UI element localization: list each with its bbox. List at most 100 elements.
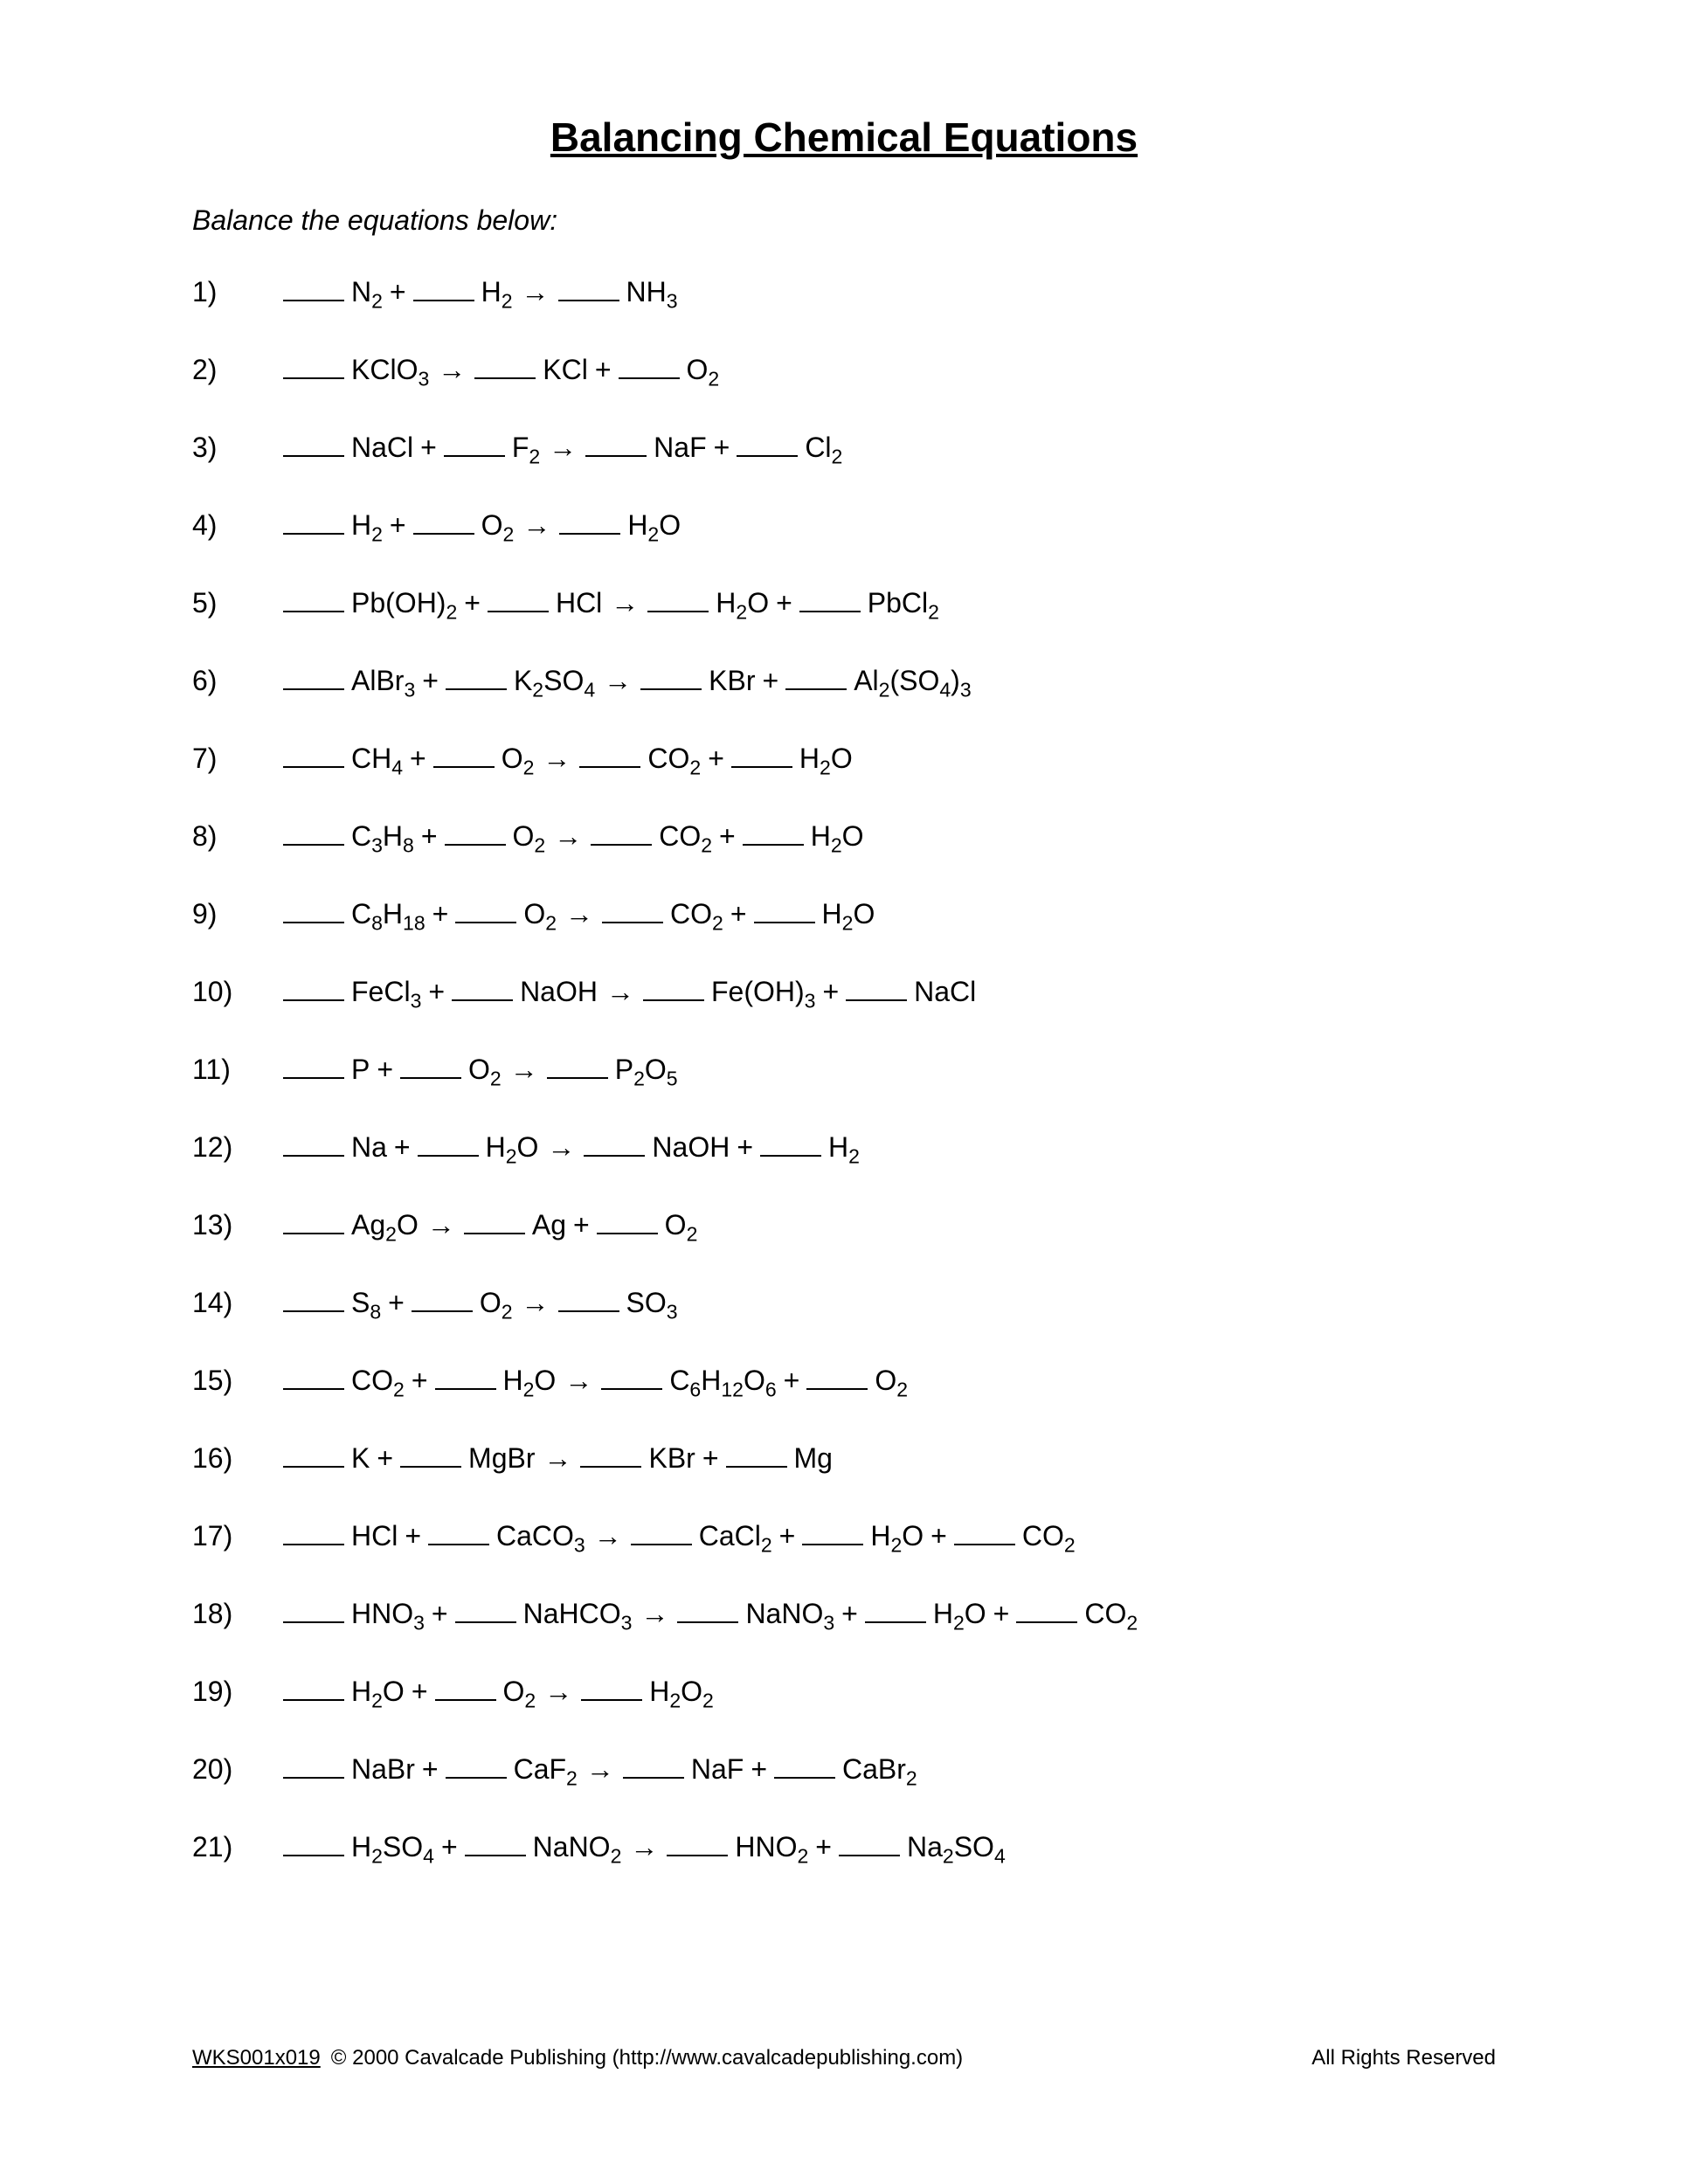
coefficient-blank[interactable] bbox=[283, 894, 344, 923]
species: HNO2 bbox=[735, 1831, 808, 1863]
coefficient-blank[interactable] bbox=[283, 1438, 344, 1468]
coefficient-blank[interactable] bbox=[474, 349, 536, 379]
coefficient-blank[interactable] bbox=[558, 272, 619, 301]
coefficient-blank[interactable] bbox=[283, 349, 344, 379]
reaction-arrow-icon: → bbox=[427, 1209, 455, 1241]
coefficient-blank[interactable] bbox=[464, 1205, 525, 1234]
coefficient-blank[interactable] bbox=[726, 1438, 787, 1468]
coefficient-blank[interactable] bbox=[283, 1127, 344, 1157]
coefficient-blank[interactable] bbox=[283, 1049, 344, 1079]
coefficient-blank[interactable] bbox=[283, 427, 344, 457]
coefficient-blank[interactable] bbox=[623, 1749, 684, 1779]
coefficient-blank[interactable] bbox=[412, 1282, 473, 1312]
coefficient-blank[interactable] bbox=[558, 1282, 619, 1312]
coefficient-blank[interactable] bbox=[580, 1438, 641, 1468]
coefficient-blank[interactable] bbox=[579, 738, 640, 768]
coefficient-blank[interactable] bbox=[601, 1360, 662, 1390]
coefficient-blank[interactable] bbox=[428, 1516, 489, 1545]
coefficient-blank[interactable] bbox=[737, 427, 798, 457]
coefficient-blank[interactable] bbox=[839, 1827, 900, 1856]
coefficient-blank[interactable] bbox=[283, 1671, 344, 1701]
coefficient-blank[interactable] bbox=[444, 427, 505, 457]
coefficient-blank[interactable] bbox=[413, 505, 474, 535]
worksheet-page: Balancing Chemical Equations Balance the… bbox=[0, 0, 1688, 2184]
coefficient-blank[interactable] bbox=[547, 1049, 608, 1079]
coefficient-blank[interactable] bbox=[283, 1282, 344, 1312]
coefficient-blank[interactable] bbox=[455, 1593, 516, 1623]
coefficient-blank[interactable] bbox=[799, 583, 861, 612]
coefficient-blank[interactable] bbox=[465, 1827, 526, 1856]
coefficient-blank[interactable] bbox=[400, 1438, 461, 1468]
species: NaOH bbox=[652, 1131, 730, 1164]
coefficient-blank[interactable] bbox=[677, 1593, 738, 1623]
species: O2 bbox=[665, 1209, 698, 1241]
coefficient-blank[interactable] bbox=[488, 583, 549, 612]
coefficient-blank[interactable] bbox=[283, 1516, 344, 1545]
coefficient-blank[interactable] bbox=[647, 583, 709, 612]
coefficient-blank[interactable] bbox=[413, 272, 474, 301]
coefficient-blank[interactable] bbox=[774, 1749, 835, 1779]
footer-left: WKS001x019 © 2000 Cavalcade Publishing (… bbox=[192, 2046, 963, 2070]
equation-number: 15) bbox=[192, 1365, 280, 1397]
coefficient-blank[interactable] bbox=[619, 349, 680, 379]
coefficient-blank[interactable] bbox=[445, 816, 506, 846]
coefficient-blank[interactable] bbox=[283, 1360, 344, 1390]
coefficient-blank[interactable] bbox=[1016, 1593, 1077, 1623]
coefficient-blank[interactable] bbox=[283, 1827, 344, 1856]
plus-sign: + bbox=[573, 1209, 590, 1241]
coefficient-blank[interactable] bbox=[283, 1593, 344, 1623]
coefficient-blank[interactable] bbox=[785, 660, 847, 690]
species: H2O bbox=[799, 743, 853, 775]
coefficient-blank[interactable] bbox=[643, 971, 704, 1001]
coefficient-blank[interactable] bbox=[283, 583, 344, 612]
equation-body: Pb(OH)2+HCl→H2O+PbCl2 bbox=[280, 583, 943, 619]
coefficient-blank[interactable] bbox=[400, 1049, 461, 1079]
plus-sign: + bbox=[464, 587, 481, 619]
coefficient-blank[interactable] bbox=[640, 660, 702, 690]
coefficient-blank[interactable] bbox=[283, 1749, 344, 1779]
coefficient-blank[interactable] bbox=[806, 1360, 868, 1390]
species: KBr bbox=[648, 1442, 695, 1475]
footer-copyright: © 2000 Cavalcade Publishing (http://www.… bbox=[331, 2046, 963, 2070]
coefficient-blank[interactable] bbox=[455, 894, 516, 923]
coefficient-blank[interactable] bbox=[743, 816, 804, 846]
coefficient-blank[interactable] bbox=[433, 738, 495, 768]
coefficient-blank[interactable] bbox=[597, 1205, 658, 1234]
coefficient-blank[interactable] bbox=[283, 816, 344, 846]
coefficient-blank[interactable] bbox=[754, 894, 815, 923]
coefficient-blank[interactable] bbox=[283, 660, 344, 690]
coefficient-blank[interactable] bbox=[760, 1127, 821, 1157]
coefficient-blank[interactable] bbox=[446, 1749, 507, 1779]
coefficient-blank[interactable] bbox=[731, 738, 792, 768]
coefficient-blank[interactable] bbox=[283, 1205, 344, 1234]
coefficient-blank[interactable] bbox=[585, 427, 647, 457]
coefficient-blank[interactable] bbox=[435, 1671, 496, 1701]
coefficient-blank[interactable] bbox=[418, 1127, 479, 1157]
coefficient-blank[interactable] bbox=[283, 272, 344, 301]
coefficient-blank[interactable] bbox=[591, 816, 652, 846]
species: H2O bbox=[486, 1131, 539, 1164]
coefficient-blank[interactable] bbox=[667, 1827, 728, 1856]
species: P bbox=[351, 1054, 370, 1086]
coefficient-blank[interactable] bbox=[283, 738, 344, 768]
coefficient-blank[interactable] bbox=[283, 505, 344, 535]
species: Na bbox=[351, 1131, 387, 1164]
coefficient-blank[interactable] bbox=[631, 1516, 692, 1545]
coefficient-blank[interactable] bbox=[452, 971, 513, 1001]
coefficient-blank[interactable] bbox=[602, 894, 663, 923]
coefficient-blank[interactable] bbox=[865, 1593, 926, 1623]
plus-sign: + bbox=[421, 820, 438, 853]
coefficient-blank[interactable] bbox=[581, 1671, 642, 1701]
coefficient-blank[interactable] bbox=[846, 971, 907, 1001]
coefficient-blank[interactable] bbox=[559, 505, 620, 535]
coefficient-blank[interactable] bbox=[802, 1516, 863, 1545]
coefficient-blank[interactable] bbox=[435, 1360, 496, 1390]
equation-body: Na+H2O→NaOH+H2 bbox=[280, 1127, 863, 1164]
coefficient-blank[interactable] bbox=[954, 1516, 1015, 1545]
equation-body: CO2+H2O→C6H12O6+O2 bbox=[280, 1360, 911, 1397]
species: H2O bbox=[351, 1676, 405, 1708]
coefficient-blank[interactable] bbox=[283, 971, 344, 1001]
equation-body: FeCl3+NaOH→Fe(OH)3+NaCl bbox=[280, 971, 979, 1008]
coefficient-blank[interactable] bbox=[446, 660, 507, 690]
coefficient-blank[interactable] bbox=[584, 1127, 645, 1157]
